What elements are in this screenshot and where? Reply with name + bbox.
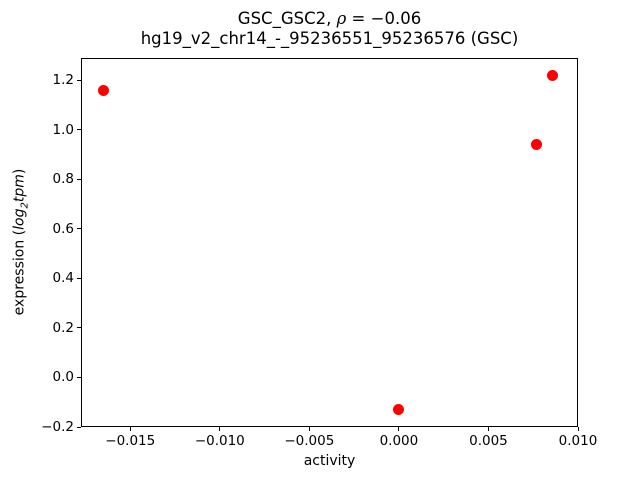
x-axis-label: activity (303, 453, 356, 469)
data-point (547, 69, 559, 81)
y-tick-label: 0.2 (52, 319, 74, 336)
data-point (97, 84, 109, 96)
data-point (393, 404, 405, 416)
title-correlation-value: = −0.06 (346, 9, 422, 28)
y-axis-tick (77, 129, 81, 131)
y-axis-tick (77, 178, 81, 180)
y-tick-label: −0.2 (41, 419, 74, 435)
y-tick-label: 0.0 (52, 369, 74, 386)
rho-symbol: ρ (336, 9, 347, 28)
x-axis-tick (219, 427, 221, 431)
y-axis-tick (77, 376, 81, 378)
x-tick-label: 0.005 (469, 433, 508, 449)
x-tick-label: −0.010 (194, 433, 245, 449)
chart-title-line2: hg19_v2_chr14_-_95236551_95236576 (GSC) (140, 29, 519, 48)
y-axis-tick (77, 277, 81, 279)
y-tick-label: 0.6 (52, 220, 74, 237)
x-tick-label: 0.010 (558, 433, 598, 449)
x-axis-tick (308, 427, 310, 431)
title-prefix: GSC_GSC2, (237, 9, 337, 28)
y-axis-label: expression (log2tpm) (11, 168, 31, 316)
x-axis-tick (577, 427, 579, 431)
y-axis-tick (77, 327, 81, 329)
y-axis-tick (77, 426, 81, 428)
plot-area (81, 58, 578, 427)
x-tick-label: −0.015 (105, 433, 156, 449)
x-axis-tick (129, 427, 131, 431)
y-tick-label: 0.8 (52, 171, 74, 188)
y-axis-tick (77, 228, 81, 230)
x-axis-tick (487, 427, 489, 431)
x-axis-tick (398, 427, 400, 431)
y-tick-label: 0.4 (52, 270, 74, 287)
y-tick-label: 1.0 (52, 121, 74, 138)
data-point (531, 139, 543, 151)
y-axis-tick (77, 79, 81, 81)
y-tick-label: 1.2 (52, 72, 74, 89)
chart-title-line1: GSC_GSC2, ρ = −0.06 (81, 9, 578, 29)
x-tick-label: −0.005 (284, 433, 335, 449)
chart-title: GSC_GSC2, ρ = −0.06 hg19_v2_chr14_-_9523… (81, 9, 578, 49)
x-tick-label: 0.000 (379, 433, 419, 449)
